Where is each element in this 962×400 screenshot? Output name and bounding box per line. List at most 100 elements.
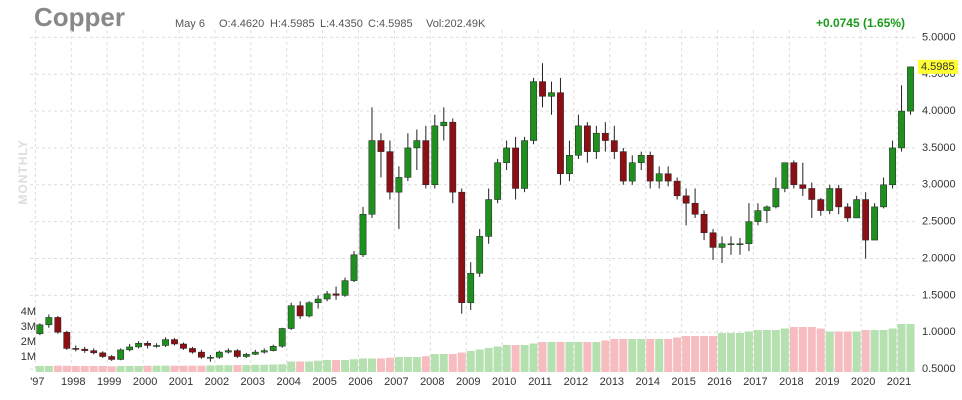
volume-bar [906,324,915,372]
volume-bar [879,330,888,372]
volume-bar [367,358,376,372]
volume-bar [574,342,583,372]
candle-body [260,350,268,353]
volume-bar [197,365,206,372]
volume-bar [215,365,224,372]
volume-bar [888,328,897,372]
volume-bar [143,365,152,372]
volume-bar [134,366,143,372]
volume-bar [727,333,735,372]
price-tag: 4.5985 [921,61,955,73]
candle-body [494,162,502,200]
volume-bar [547,342,556,372]
volume-bar [35,366,44,372]
volume-bar [466,351,475,372]
volume-bar [89,366,98,372]
candle-body [718,243,726,248]
volume-bar [242,365,251,372]
candle-body [566,155,573,174]
candle-body [628,162,636,182]
candle-body [198,351,205,358]
volume-bar [359,358,367,372]
candle-body [548,92,555,97]
volume-bar [44,366,53,372]
candle-body [440,121,448,127]
candle-body [90,350,98,354]
x-tick-label: 2010 [492,376,516,388]
candle-body [808,188,816,200]
candle-body [341,280,349,296]
volume-bar [98,366,107,372]
candle-body [790,162,798,186]
y-tick-label: 3.5000 [922,142,956,154]
candle-body [745,221,753,244]
volume-bar [718,333,727,372]
x-tick-label: 2002 [205,376,229,388]
candle-body [458,191,466,303]
volume-bar [664,339,673,372]
candle-body [539,81,546,97]
volume-bar [278,364,287,372]
y2-tick-label: 3M [21,321,36,333]
y2-tick-label: 4M [21,306,36,318]
candle-body [126,346,134,351]
volume-bar [798,327,807,372]
volume-bar [897,324,906,372]
x-tick-label: 2005 [312,376,336,388]
x-tick-label: 2011 [528,376,552,388]
volume-bar [592,342,601,372]
volume-bar [655,339,664,372]
volume-bar [529,343,538,372]
candle-body [709,232,717,248]
candle-body [395,177,403,193]
y2-tick-label: 2M [21,336,36,348]
candle-body [332,293,340,296]
candle-body [45,317,53,326]
candle-body [781,162,789,189]
candle-body [144,343,151,346]
candle-body [844,206,852,219]
candle-body [251,351,259,355]
x-tick-label: 2006 [348,376,372,388]
candle-body [575,125,582,156]
candle-body [655,173,663,182]
candle-body [36,324,44,334]
x-tick-label: 2020 [851,376,875,388]
candle-body [467,272,475,303]
candle-body [431,125,439,186]
volume-bar [188,365,197,372]
volume-bar [780,328,789,372]
volume-bar [385,357,394,372]
volume-bar [224,365,233,372]
candle-body [72,348,80,350]
candle-body [108,356,116,360]
candle-body [619,151,627,182]
y2-tick-label: 1M [21,351,36,363]
volume-bar [583,342,592,372]
volume-bar [538,342,547,372]
candle-body [853,199,861,219]
x-tick-label: '97 [30,376,44,388]
change: +0.0745 (1.65%) [816,16,905,30]
candle-body [314,298,322,303]
candle-body [359,214,367,256]
candle-body [449,121,457,193]
candle-body [601,132,609,141]
volume-bar [673,337,682,372]
price-tag-bg [918,59,958,74]
volume-bar [296,361,305,372]
candle-body [512,147,519,189]
candle-body [368,140,376,215]
volume-bar [789,327,798,372]
candle-body [682,195,690,204]
volume-bar [565,342,574,372]
candle-body [907,66,914,112]
x-tick-label: 2021 [887,376,911,388]
candle-body [835,188,843,208]
volume-bar [762,330,771,372]
ohlc-close: C:4.5985 [368,18,413,30]
volume-bar [834,331,843,372]
volume-bar [71,366,80,372]
candle-body [485,199,493,237]
